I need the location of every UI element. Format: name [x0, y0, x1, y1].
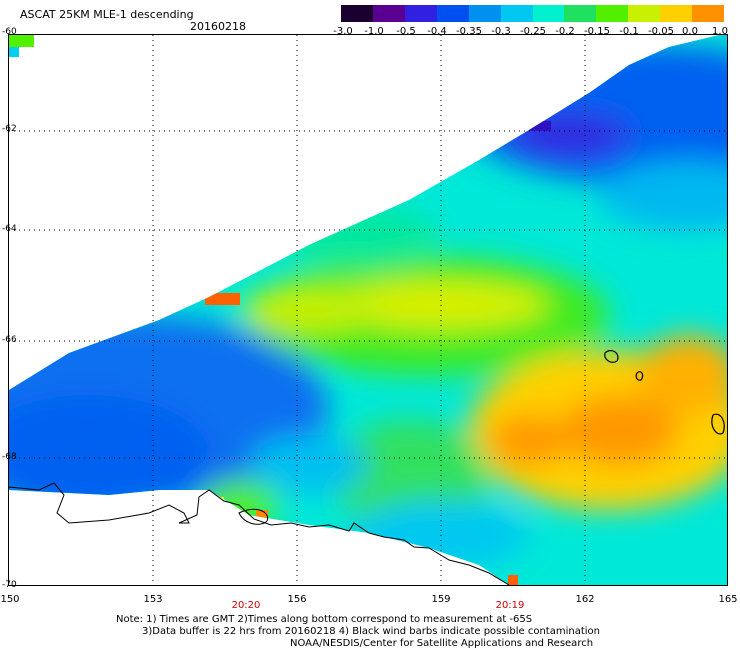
footer-credit: NOAA/NESDIS/Center for Satellite Applica…	[290, 638, 594, 649]
colorbar-swatch-6	[532, 5, 565, 22]
coastline-island	[238, 508, 269, 525]
colorbar-swatch-10	[660, 5, 693, 22]
colorbar-swatch-0	[341, 5, 373, 22]
colorbar-tick: -0.25	[520, 26, 546, 37]
colorbar-swatch-5	[500, 5, 533, 22]
colorbar-tick: -0.15	[584, 26, 610, 37]
wind-field-map	[8, 35, 727, 586]
colorbar-swatch-8	[596, 5, 629, 22]
colorbar-swatch-7	[564, 5, 597, 22]
longitude-label: 165	[718, 594, 738, 605]
coastline	[8, 482, 510, 586]
graticule	[9, 35, 727, 585]
longitude-label: 150	[0, 594, 20, 605]
island	[711, 413, 725, 435]
island	[604, 349, 619, 363]
footer-note-line: 3)Data buffer is 22 hrs from 20160218 4)…	[142, 626, 600, 637]
latitude-label: -60	[2, 27, 17, 37]
colorbar-tick: -0.3	[491, 26, 511, 37]
colorbar	[341, 5, 725, 22]
map-plot-area	[8, 34, 728, 586]
latitude-label: -62	[2, 124, 17, 134]
colorbar-tick: -0.5	[396, 26, 416, 37]
colorbar-tick: -0.35	[456, 26, 482, 37]
colorbar-swatch-3	[436, 5, 469, 22]
colorbar-tick: 0.0	[682, 26, 698, 37]
map-date: 20160218	[190, 20, 246, 33]
colorbar-swatch-9	[628, 5, 661, 22]
corner-data-patch	[9, 35, 34, 47]
latitude-label: -66	[2, 335, 17, 345]
colorbar-tick: -1.0	[364, 26, 384, 37]
longitude-label: 162	[575, 594, 595, 605]
pass-time-label: 20:19	[495, 600, 525, 611]
colorbar-swatch-1	[372, 5, 405, 22]
colorbar-swatch-11	[692, 5, 725, 22]
latitude-label: -64	[2, 224, 17, 234]
latitude-label: -68	[2, 452, 17, 462]
map-title: ASCAT 25KM MLE-1 descending	[20, 8, 194, 21]
colorbar-swatch-4	[468, 5, 501, 22]
island	[635, 371, 644, 381]
longitude-label: 159	[431, 594, 451, 605]
longitude-label: 153	[143, 594, 163, 605]
corner-data-patch	[9, 47, 19, 57]
footer-note-line: Note: 1) Times are GMT 2)Times along bot…	[116, 614, 533, 625]
colorbar-tick: 1.0	[712, 26, 728, 37]
colorbar-tick: -0.1	[619, 26, 639, 37]
colorbar-tick: -3.0	[333, 26, 353, 37]
colorbar-tick: -0.05	[648, 26, 674, 37]
pass-time-label: 20:20	[231, 600, 261, 611]
colorbar-swatch-2	[404, 5, 437, 22]
data-swath	[9, 35, 727, 585]
longitude-label: 156	[287, 594, 307, 605]
latitude-label: -70	[2, 580, 17, 590]
colorbar-tick: -0.4	[427, 26, 447, 37]
colorbar-tick: -0.2	[555, 26, 575, 37]
